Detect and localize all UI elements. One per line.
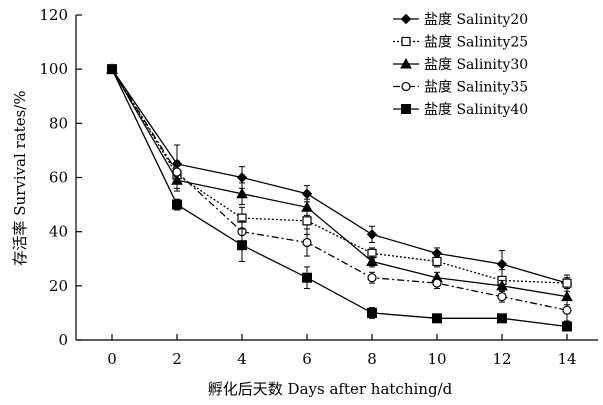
data-point: [562, 278, 572, 288]
series-line: [111, 68, 568, 311]
series-layer: [106, 63, 573, 332]
legend-marker: [401, 104, 411, 114]
data-point: [367, 307, 377, 318]
data-point: [301, 188, 313, 199]
legend-marker: [400, 13, 412, 25]
x-tick-label: 4: [237, 350, 247, 368]
x-tick-label: 8: [367, 350, 377, 368]
data-point: [237, 240, 247, 251]
data-point: [496, 279, 508, 291]
y-axis-title: 存活率 Survival rates/%: [11, 90, 29, 265]
legend-item: 盐度 Salinity40: [393, 102, 528, 118]
legend-label: 盐度 Salinity20: [424, 12, 528, 28]
legend-item: 盐度 Salinity30: [393, 57, 528, 73]
x-tick-label: 2: [172, 350, 182, 368]
series-line: [111, 68, 568, 284]
y-tick-label: 100: [39, 60, 68, 78]
data-point: [172, 199, 182, 210]
legend-label: 盐度 Salinity35: [424, 80, 528, 96]
data-point: [497, 292, 507, 302]
plot-area: 0 20 40 60 80 100 120 0 2 4 6 8 10 12 14: [39, 6, 598, 368]
series-salinity-5: [107, 64, 572, 332]
y-axis-ticks: 0 20 40 60 80 100 120: [39, 6, 82, 349]
y-tick-label: 120: [39, 6, 68, 24]
y-tick-label: 60: [49, 169, 68, 187]
y-tick-label: 20: [49, 277, 68, 295]
data-point: [496, 258, 508, 270]
x-axis-ticks: 0 2 4 6 8 10 12 14: [107, 334, 577, 368]
legend-marker: [400, 57, 412, 69]
legend-label: 盐度 Salinity25: [424, 35, 528, 51]
x-tick-label: 14: [557, 350, 576, 368]
y-tick-label: 0: [58, 331, 68, 349]
data-point: [562, 321, 572, 332]
data-point: [366, 229, 378, 240]
legend-label: 盐度 Salinity30: [424, 57, 528, 73]
data-point: [432, 256, 442, 267]
x-tick-label: 12: [492, 350, 511, 368]
data-point: [366, 255, 378, 266]
series-line: [111, 68, 568, 328]
data-point: [172, 167, 182, 177]
y-tick-label: 40: [49, 223, 68, 241]
data-point: [107, 64, 117, 75]
x-tick-label: 0: [107, 350, 117, 368]
x-axis-title: 孵化后天数 Days after hatching/d: [208, 380, 453, 398]
data-point: [302, 216, 312, 226]
data-point: [432, 313, 442, 324]
data-point: [236, 187, 248, 199]
data-point: [367, 273, 377, 283]
legend-item: 盐度 Salinity20: [393, 12, 528, 28]
y-tick-label: 80: [49, 114, 68, 132]
data-point: [302, 272, 312, 283]
x-tick-label: 10: [427, 350, 446, 368]
data-point: [236, 172, 248, 183]
data-point: [432, 278, 442, 288]
legend-label: 盐度 Salinity40: [424, 102, 528, 118]
data-point: [301, 201, 313, 212]
legend-marker: [401, 36, 411, 47]
x-tick-label: 6: [302, 350, 312, 368]
data-point: [562, 305, 572, 315]
data-point: [497, 313, 507, 324]
data-point: [302, 237, 312, 248]
legend: 盐度 Salinity20 盐度 Salinity25 盐度 Salinity30 盐…: [393, 12, 528, 118]
legend-marker: [401, 81, 411, 92]
legend-item: 盐度 Salinity25: [393, 35, 528, 51]
legend-item: 盐度 Salinity35: [393, 80, 528, 96]
